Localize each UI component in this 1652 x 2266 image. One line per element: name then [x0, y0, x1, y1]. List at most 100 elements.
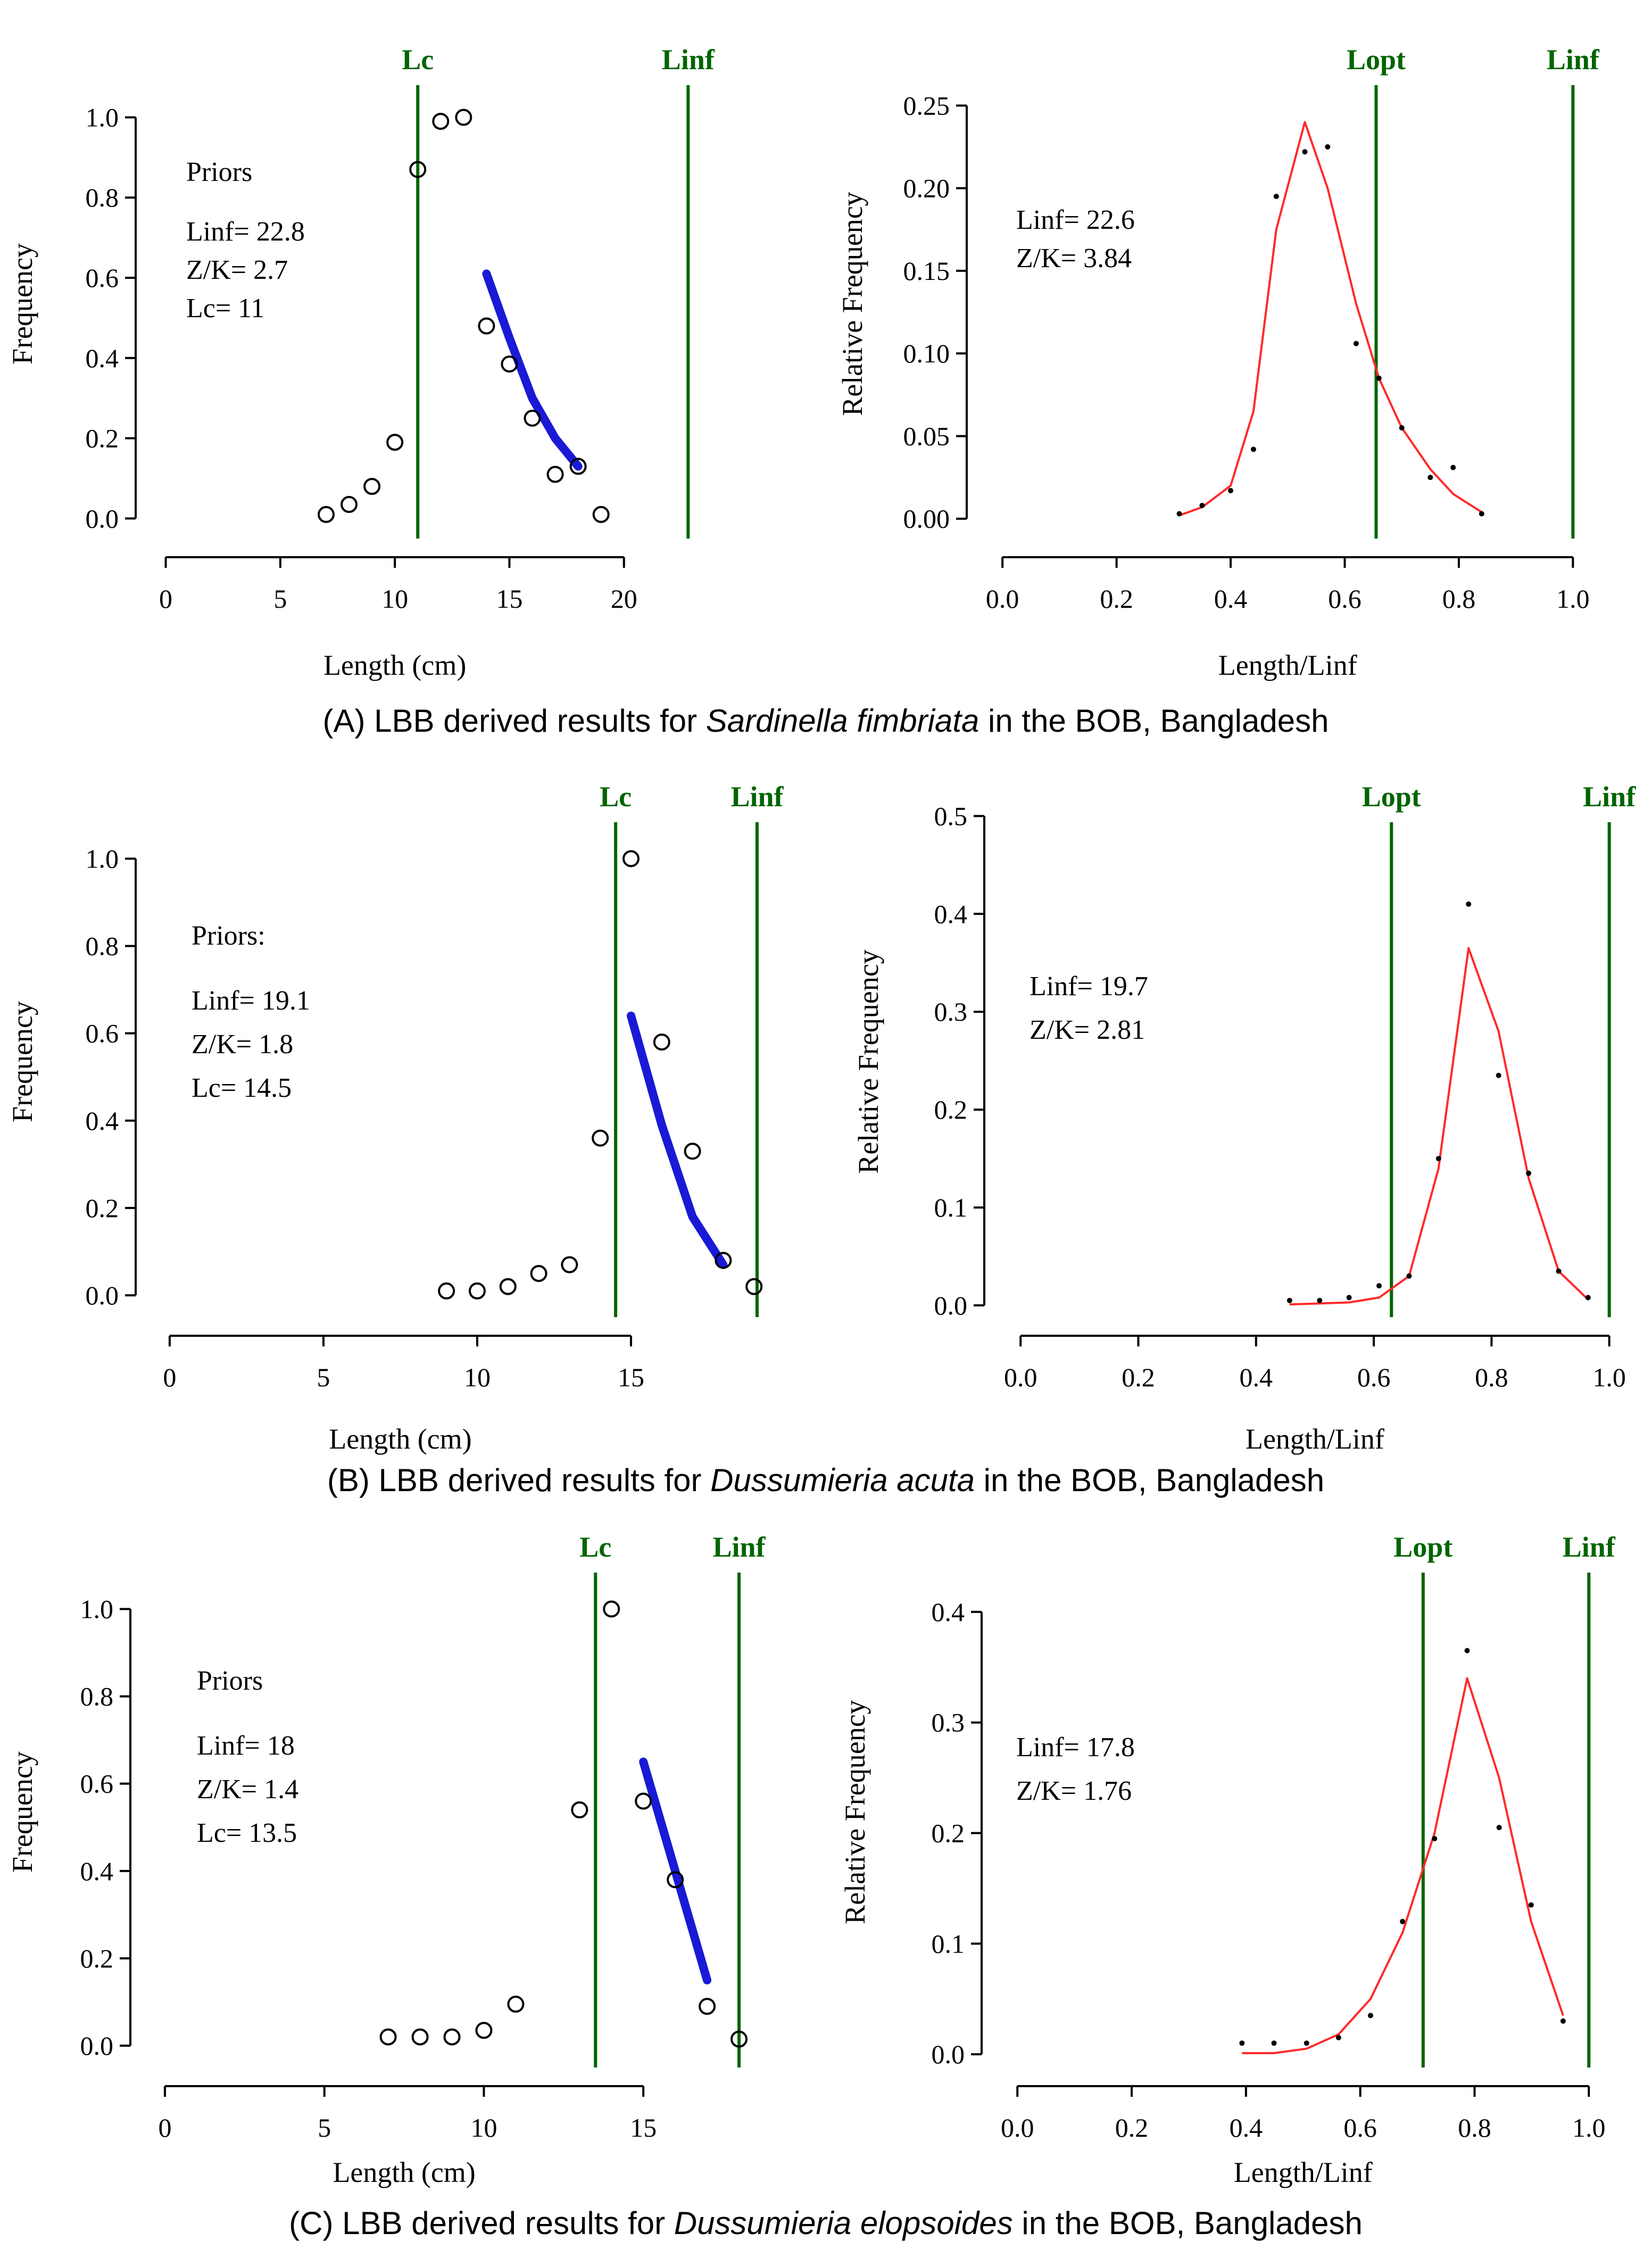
data-point [635, 1792, 652, 1810]
data-point [341, 495, 358, 513]
x-tick-label: 0.6 [1328, 584, 1362, 614]
y-tick-label: 1.0 [86, 102, 119, 132]
y-tick-label: 0.10 [903, 338, 950, 368]
y-tick-label: 0.1 [932, 1929, 965, 1958]
data-point [1302, 149, 1308, 155]
model-curve [1178, 121, 1482, 517]
x-tick-label: 0.4 [1240, 1362, 1273, 1392]
panel-a-right: 0.00 0.05 0.10 0.15 0.20 0.25 0.0 0.2 0.4 0.6 0.8 1… [836, 44, 1600, 681]
data-point [478, 317, 495, 335]
x-tick-label: 0.2 [1100, 584, 1133, 614]
x-axis-label: Length/Linf [1218, 649, 1357, 681]
data-point [379, 2028, 397, 2046]
caption-prefix: (A) LBB derived results for [323, 703, 706, 739]
x-tick-label: 1.0 [1592, 1362, 1626, 1392]
y-tick-label: 0.00 [903, 504, 950, 534]
data-point [1346, 1295, 1352, 1301]
y-tick-label: 0.8 [86, 183, 119, 212]
x-tick-label: 0.0 [986, 584, 1019, 614]
data-point [1317, 1297, 1323, 1303]
data-point [1496, 1072, 1501, 1078]
annotation: Z/K= 1.4 [197, 1774, 298, 1805]
caption-suffix: in the BOB, Bangladesh [979, 703, 1329, 739]
y-axis-label: Relative Frequency [852, 949, 884, 1173]
y-tick-label: 0.6 [80, 1769, 114, 1799]
y-tick-label: 0.05 [903, 421, 950, 451]
data-point [1450, 465, 1456, 470]
y-tick-label: 0.3 [932, 1708, 965, 1738]
x-tick-label: 5 [318, 2113, 331, 2143]
x-axis-label: Length/Linf [1246, 1423, 1384, 1455]
vline-label-lopt: Lopt [1347, 44, 1406, 76]
data-point [730, 2030, 748, 2048]
data-point [432, 113, 450, 130]
y-tick-label: 0.2 [934, 1095, 968, 1124]
x-tick-label: 0.2 [1115, 2113, 1149, 2143]
y-tick-label: 0.8 [86, 931, 119, 961]
data-point [386, 434, 404, 451]
data-point [1353, 341, 1359, 346]
y-tick-label: 0.4 [86, 1106, 119, 1136]
y-tick-label: 0.3 [934, 997, 968, 1027]
annotation: Z/K= 2.81 [1030, 1015, 1145, 1045]
x-tick-label: 0.6 [1357, 1362, 1391, 1392]
data-point [571, 1801, 588, 1818]
x-tick-label: 0.6 [1343, 2113, 1377, 2143]
y-tick-label: 0.6 [86, 263, 119, 293]
y-tick-label: 0.4 [80, 1856, 114, 1886]
vline-label-lopt: Lopt [1362, 781, 1421, 813]
data-point [592, 506, 610, 523]
y-tick-label: 0.4 [86, 343, 119, 373]
y-tick-label: 0.4 [932, 1597, 965, 1627]
model-curve [1242, 1677, 1564, 2054]
data-point [1432, 1835, 1438, 1841]
annotation: Linf= 18 [197, 1731, 295, 1761]
data-point [1528, 1902, 1534, 1908]
y-tick-label: 0.0 [934, 1291, 968, 1320]
model-curve [1289, 947, 1589, 1306]
data-point [475, 2022, 493, 2039]
x-tick-label: 10 [470, 2113, 497, 2143]
y-tick-label: 0.1 [934, 1193, 968, 1222]
data-point [546, 466, 564, 483]
y-tick-label: 0.15 [903, 256, 950, 286]
data-point [653, 1033, 670, 1051]
x-tick-label: 10 [464, 1362, 491, 1392]
x-axis-label: Length (cm) [323, 649, 466, 681]
data-point [561, 1256, 578, 1273]
panel-b-left: 0.0 0.2 0.4 0.6 0.8 1.0 0 5 10 15 Length (cm) Frequ… [6, 781, 784, 1455]
vline-label-linf: Linf [1563, 1531, 1616, 1563]
y-tick-label: 1.0 [86, 843, 119, 873]
data-point [499, 1278, 517, 1295]
y-axis-label: Frequency [6, 1751, 38, 1873]
vline-label-lc: Lc [402, 44, 434, 76]
data-point [507, 1996, 525, 2013]
y-tick-label: 0.4 [934, 899, 968, 929]
annotation: Priors [197, 1666, 263, 1696]
x-tick-label: 5 [317, 1362, 330, 1392]
data-point [715, 1252, 732, 1269]
annotation: Z/K= 1.8 [192, 1029, 293, 1060]
data-point [1526, 1170, 1532, 1176]
caption-suffix: in the BOB, Bangladesh [1013, 2205, 1363, 2241]
caption-species: Dussumieria acuta [710, 1462, 975, 1498]
fit-line [626, 1011, 728, 1269]
data-point [1479, 511, 1484, 517]
x-tick-label: 1.0 [1556, 584, 1590, 614]
data-point [1250, 446, 1256, 452]
y-axis-label: Frequency [6, 1001, 38, 1122]
panel-b-right: 0.0 0.1 0.2 0.3 0.4 0.5 0.0 0.2 0.4 0.6 0.8 1.0 Leng… [852, 781, 1636, 1455]
data-point [684, 1143, 701, 1160]
data-point [745, 1278, 763, 1295]
data-point [603, 1600, 620, 1618]
x-tick-label: 0.8 [1458, 2113, 1491, 2143]
caption-species: Sardinella fimbriata [706, 703, 979, 739]
data-point [1376, 1283, 1382, 1289]
x-tick-label: 0.0 [1004, 1362, 1037, 1392]
caption-suffix: in the BOB, Bangladesh [975, 1462, 1324, 1498]
vline-label-linf: Linf [1547, 44, 1600, 76]
data-point [455, 109, 472, 126]
data-point [317, 506, 335, 523]
data-point [1406, 1273, 1412, 1279]
